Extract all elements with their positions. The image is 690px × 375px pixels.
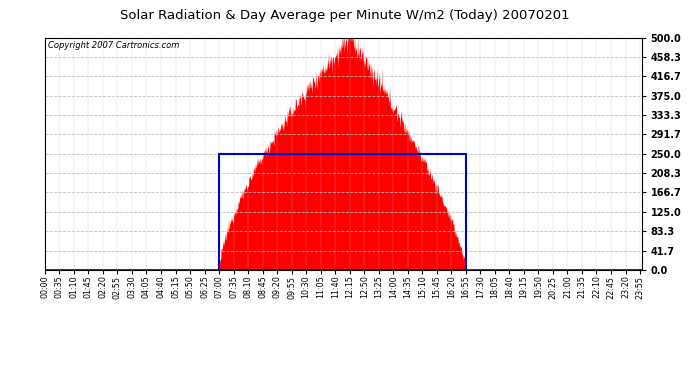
Text: Solar Radiation & Day Average per Minute W/m2 (Today) 20070201: Solar Radiation & Day Average per Minute…: [120, 9, 570, 22]
Bar: [219, 154, 466, 270]
Text: Copyright 2007 Cartronics.com: Copyright 2007 Cartronics.com: [48, 41, 179, 50]
